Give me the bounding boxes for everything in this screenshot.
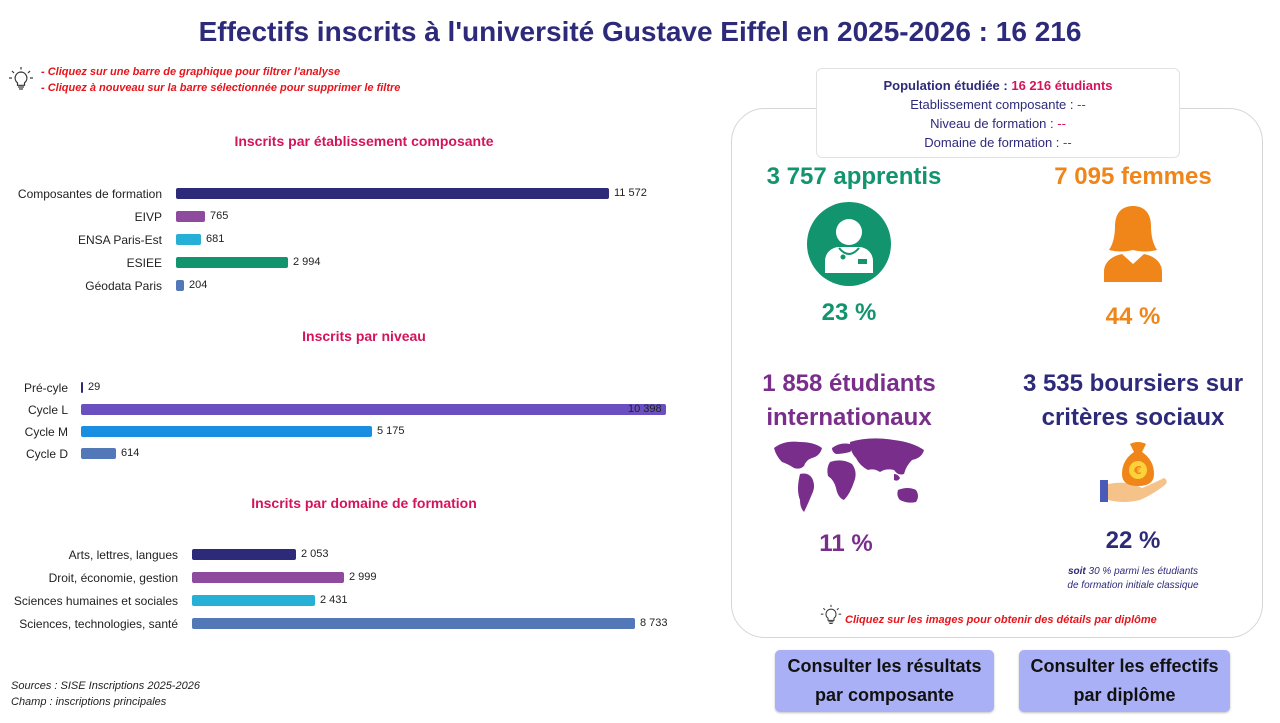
category-label: ENSA Paris-Est — [77, 233, 162, 247]
category-label: Sciences humaines et sociales — [13, 594, 178, 608]
kpi-apprentis-title: 3 757 apprentis — [766, 163, 942, 190]
category-label: EIVP — [134, 210, 162, 224]
consult-results-line2: par composante — [814, 685, 955, 705]
population-label: Population étudiée : — [883, 78, 1012, 93]
category-label: Composantes de formation — [17, 187, 162, 201]
kpi-boursiers-line1: 3 535 boursiers sur — [1022, 370, 1244, 397]
note-bold: soit — [1067, 566, 1086, 577]
category-label: ESIEE — [126, 256, 162, 270]
data-label: 614 — [121, 447, 140, 459]
svg-text:€: € — [1133, 464, 1142, 477]
chart-bar[interactable] — [81, 404, 666, 415]
apprentice-icon[interactable] — [806, 201, 892, 287]
kpi-boursiers-pct: 22 % — [1105, 527, 1161, 554]
kpi-internationaux-line1: 1 858 étudiants — [762, 370, 936, 397]
lightbulb-icon — [820, 603, 842, 627]
chart-bar[interactable] — [81, 448, 116, 459]
world-map-icon[interactable] — [770, 434, 930, 516]
data-label: 10 398 — [628, 403, 662, 415]
category-label: Cycle M — [24, 425, 68, 439]
data-label: 2 053 — [301, 548, 329, 560]
consult-results-button[interactable]: Consulter les résultats par composante — [775, 650, 994, 712]
filter-label-etablissement: Etablissement composante : — [910, 97, 1078, 112]
data-label: 2 999 — [349, 571, 377, 583]
chart-bar[interactable] — [176, 188, 609, 199]
note-line2: de formation initiale classique — [1067, 580, 1199, 591]
filter-value-etablissement: -- — [1077, 97, 1086, 112]
filter-value-niveau: -- — [1057, 116, 1066, 131]
filter-value-domaine: -- — [1063, 135, 1072, 150]
category-label: Pré-cyle — [23, 381, 68, 395]
data-label: 204 — [189, 279, 208, 291]
data-label: 765 — [210, 210, 229, 222]
chart-bar[interactable] — [81, 426, 372, 437]
chart-bar[interactable] — [192, 595, 315, 606]
category-label: Géodata Paris — [85, 279, 162, 293]
chart-bar[interactable] — [192, 618, 635, 629]
data-label: 8 733 — [640, 617, 668, 629]
kpi-femmes-title: 7 095 femmes — [1054, 163, 1212, 190]
money-bag-icon[interactable]: € — [1098, 438, 1170, 506]
population-value: 16 216 étudiants — [1011, 78, 1113, 93]
page-title: Effectifs inscrits à l'université Gustav… — [198, 16, 1082, 47]
note-rest: 30 % parmi les étudiants — [1085, 566, 1199, 577]
chart-bar[interactable] — [81, 382, 83, 393]
hint-unfilter: - Cliquez à nouveau sur la barre sélecti… — [41, 82, 401, 94]
filter-label-domaine: Domaine de formation : — [924, 135, 1064, 150]
woman-icon[interactable] — [1100, 202, 1166, 284]
kpi-internationaux-line2: internationaux — [766, 404, 932, 431]
kpi-boursiers-line2: critères sociaux — [1041, 404, 1225, 431]
consult-results-line1: Consulter les résultats — [787, 656, 982, 676]
hint-filter: - Cliquez sur une barre de graphique pou… — [41, 66, 341, 78]
kpi-boursiers-note: soit 30 % parmi les étudiants de formati… — [1003, 565, 1263, 593]
kpi-boursiers-title: 3 535 boursiers sur critères sociaux — [1003, 367, 1263, 435]
data-label: 681 — [206, 233, 225, 245]
sources-line: Sources : SISE Inscriptions 2025-2026 — [11, 680, 200, 692]
category-label: Arts, lettres, langues — [68, 548, 178, 562]
filter-label-niveau: Niveau de formation : — [930, 116, 1058, 131]
category-label: Cycle D — [25, 447, 68, 461]
chart-bar[interactable] — [176, 257, 288, 268]
kpi-internationaux-pct: 11 % — [819, 530, 873, 557]
chart-bar[interactable] — [192, 572, 344, 583]
data-label: 2 994 — [293, 256, 321, 268]
population-box: Population étudiée : 16 216 étudiants Et… — [816, 68, 1180, 158]
kpi-internationaux-title: 1 858 étudiants internationaux — [734, 367, 964, 435]
chart-title-niveau: Inscrits par niveau — [302, 328, 426, 344]
data-label: 2 431 — [320, 594, 348, 606]
chart-title-etablissement: Inscrits par établissement composante — [234, 133, 494, 149]
chart-title-domaine: Inscrits par domaine de formation — [251, 495, 477, 511]
chart-bar[interactable] — [176, 234, 201, 245]
data-label: 11 572 — [614, 187, 647, 199]
panel-hint: Cliquez sur les images pour obtenir des … — [845, 614, 1157, 626]
kpi-femmes-pct: 44 % — [1105, 303, 1161, 330]
consult-effectifs-button[interactable]: Consulter les effectifs par diplôme — [1019, 650, 1230, 712]
chart-bar[interactable] — [176, 211, 205, 222]
category-label: Sciences, technologies, santé — [19, 617, 178, 631]
kpi-panel — [731, 108, 1263, 638]
consult-effectifs-line1: Consulter les effectifs — [1030, 656, 1219, 676]
kpi-apprentis-pct: 23 % — [821, 299, 877, 326]
category-label: Cycle L — [27, 403, 68, 417]
data-label: 5 175 — [377, 425, 405, 437]
chart-bar[interactable] — [192, 549, 296, 560]
consult-effectifs-line2: par diplôme — [1073, 685, 1176, 705]
champ-line: Champ : inscriptions principales — [11, 696, 167, 708]
lightbulb-icon — [8, 66, 34, 92]
category-label: Droit, économie, gestion — [48, 571, 178, 585]
data-label: 29 — [88, 381, 101, 393]
chart-bar[interactable] — [176, 280, 184, 291]
